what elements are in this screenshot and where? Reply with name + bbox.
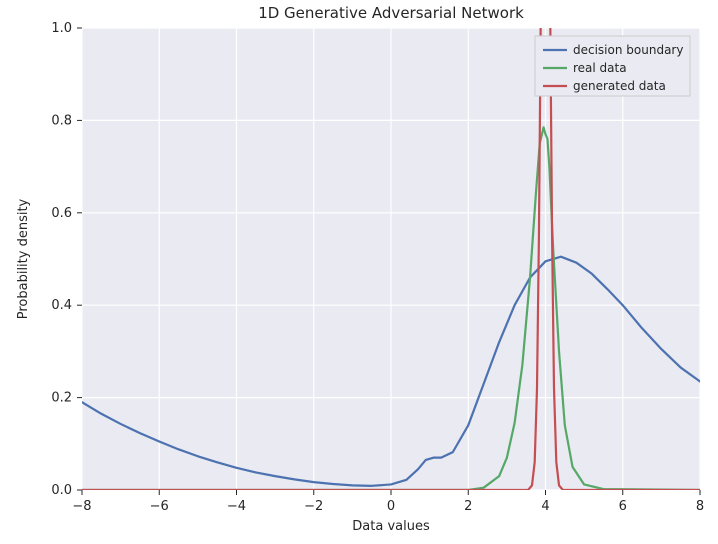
x-tick-label: −8 (72, 499, 91, 514)
x-tick-label: −6 (150, 499, 169, 514)
y-axis-label: Probability density (16, 198, 31, 319)
y-tick-label: 1.0 (51, 21, 72, 36)
x-tick-label: −4 (227, 499, 246, 514)
y-tick-label: 0.0 (51, 483, 72, 498)
chart-svg: −8 −6 −4 −2 0 2 4 6 8 0.0 0.2 0.4 0.6 0.8 1.0 Data valu… (0, 0, 718, 544)
y-tick-label: 0.8 (51, 113, 72, 128)
gan-1d-chart: −8 −6 −4 −2 0 2 4 6 8 0.0 0.2 0.4 0.6 0.8 1.0 Data valu… (0, 0, 718, 544)
legend-label: decision boundary (573, 43, 683, 57)
x-tick-label: 4 (541, 499, 549, 514)
x-tick-label: 8 (696, 499, 704, 514)
x-tick-label: 2 (464, 499, 472, 514)
x-tick-label: 0 (387, 499, 395, 514)
legend: decision boundary real data generated data (535, 36, 690, 96)
x-axis-label: Data values (352, 519, 430, 534)
legend-label: real data (573, 61, 627, 75)
legend-label: generated data (573, 79, 666, 93)
x-tick-label: 6 (619, 499, 627, 514)
y-tick-label: 0.4 (51, 298, 72, 313)
y-tick-label: 0.2 (51, 391, 72, 406)
x-tick-label: −2 (304, 499, 323, 514)
y-tick-label: 0.6 (51, 206, 72, 221)
chart-title: 1D Generative Adversarial Network (258, 4, 524, 22)
